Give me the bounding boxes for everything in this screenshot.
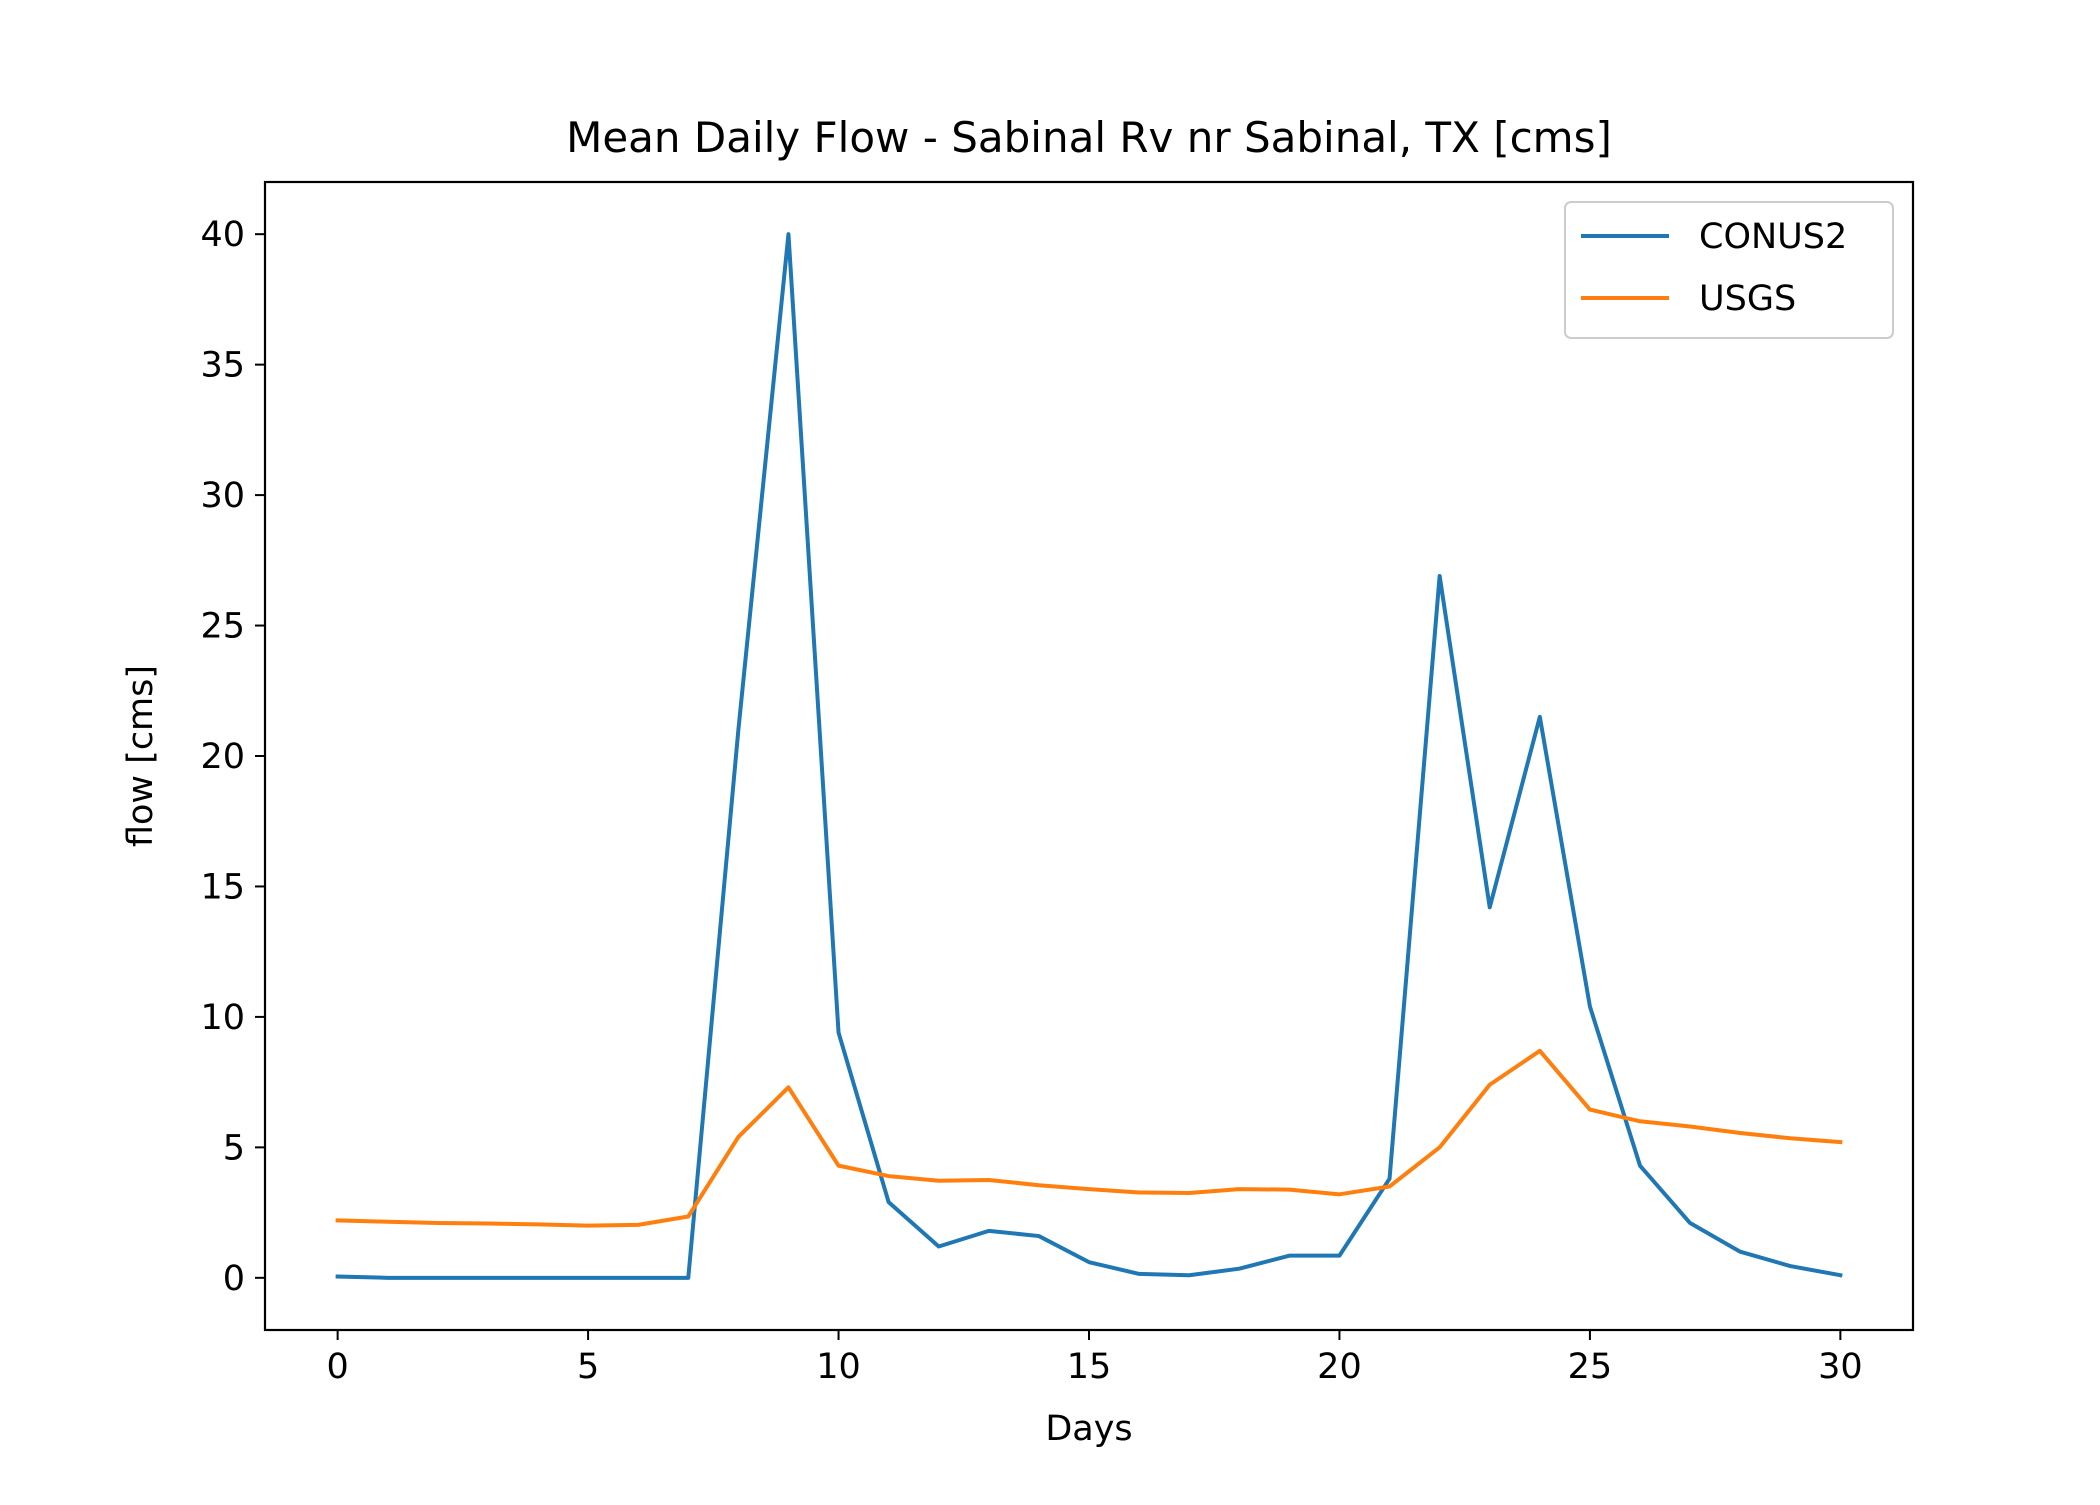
- x-tick-label: 25: [1568, 1347, 1613, 1387]
- legend: CONUS2 USGS: [1564, 201, 1894, 339]
- x-tick-label: 15: [1067, 1347, 1112, 1387]
- y-tick-label: 30: [200, 476, 245, 516]
- y-axis: 0 5 10 15 20 25 30 35 40: [200, 215, 265, 1299]
- x-tick-label: 20: [1317, 1347, 1362, 1387]
- series-layer: [335, 232, 1843, 1280]
- y-tick-label: 35: [200, 346, 245, 386]
- series-line-usgs: [335, 1048, 1843, 1228]
- legend-label-conus2: CONUS2: [1699, 217, 1847, 257]
- series-line-conus2: [335, 232, 1843, 1280]
- y-tick-label: 10: [200, 998, 245, 1038]
- x-tick-label: 5: [577, 1347, 599, 1387]
- y-axis-label: flow [cms]: [121, 665, 161, 847]
- y-tick-label: 5: [223, 1128, 245, 1168]
- legend-label-usgs: USGS: [1699, 279, 1796, 319]
- y-tick-label: 25: [200, 607, 245, 647]
- x-tick-label: 30: [1818, 1347, 1863, 1387]
- y-tick-label: 20: [200, 737, 245, 777]
- y-tick-label: 40: [200, 215, 245, 255]
- chart-title: Mean Daily Flow - Sabinal Rv nr Sabinal,…: [566, 113, 1612, 162]
- x-axis: 0 5 10 15 20 25 30: [326, 1330, 1863, 1387]
- x-tick-label: 0: [326, 1347, 348, 1387]
- x-axis-label: Days: [1045, 1409, 1132, 1449]
- x-tick-label: 10: [816, 1347, 861, 1387]
- y-tick-label: 15: [200, 867, 245, 907]
- y-tick-label: 0: [223, 1259, 245, 1299]
